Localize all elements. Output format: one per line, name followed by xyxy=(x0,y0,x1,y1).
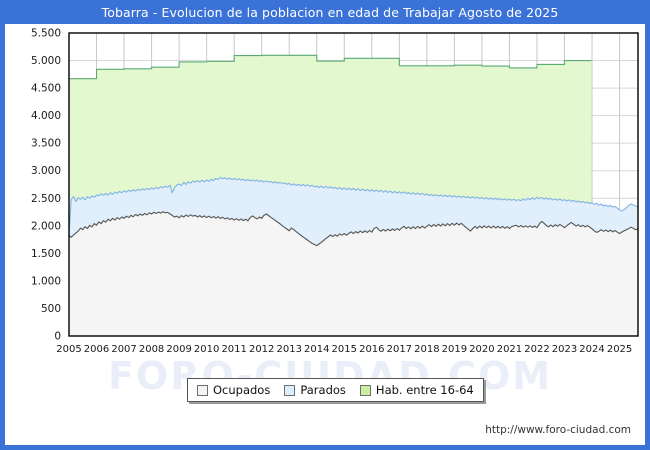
series-area-ocupados xyxy=(69,211,638,336)
y-axis-tick-label: 0 xyxy=(54,331,61,343)
x-axis-tick-label: 2005 xyxy=(56,344,81,355)
series-line-hab-entre-16-64 xyxy=(69,54,592,80)
x-axis-tick-label: 2020 xyxy=(469,344,494,355)
y-axis-tick-label: 1.000 xyxy=(31,275,61,287)
x-axis-tick-label: 2012 xyxy=(249,344,274,355)
x-axis-tick-label: 2021 xyxy=(497,344,522,355)
page-title: Tobarra - Evolucion de la poblacion en e… xyxy=(101,4,559,20)
x-axis-tick-label: 2007 xyxy=(111,344,136,355)
legend-label-habitantes: Hab. entre 16-64 xyxy=(375,383,474,397)
y-axis-tick-label: 5.500 xyxy=(31,28,61,40)
y-axis-tick-label: 2.500 xyxy=(31,193,61,205)
x-axis-tick-label: 2025 xyxy=(607,344,632,355)
series-line-parados xyxy=(68,176,639,235)
x-axis-tick-label: 2018 xyxy=(414,344,439,355)
x-axis-tick-label: 2015 xyxy=(332,344,357,355)
legend-swatch-ocupados xyxy=(197,384,208,396)
y-axis-tick-label: 2.000 xyxy=(31,220,61,232)
x-axis-tick-label: 2014 xyxy=(304,344,329,355)
x-axis-tick-label: 2016 xyxy=(359,344,384,355)
y-axis-tick-label: 3.500 xyxy=(31,138,61,150)
x-axis-tick-label: 2023 xyxy=(552,344,577,355)
x-axis-tick-label: 2008 xyxy=(139,344,164,355)
y-axis-tick-label: 1.500 xyxy=(31,248,61,260)
x-axis-tick-label: 2009 xyxy=(166,344,191,355)
source-url[interactable]: http://www.foro-ciudad.com xyxy=(485,424,631,436)
series-line-ocupados xyxy=(68,211,639,247)
x-axis-tick-label: 2017 xyxy=(387,344,412,355)
plot-frame xyxy=(68,32,639,337)
x-axis-tick-label: 2024 xyxy=(579,344,604,355)
legend-item-ocupados[interactable]: Ocupados xyxy=(197,383,270,397)
x-axis-tick-label: 2022 xyxy=(524,344,549,355)
y-axis-tick-label: 4.500 xyxy=(31,83,61,95)
chart-canvas-area: FORO-CIUDAD.COM 0 500 1.000 1.500 2.000 2.500… xyxy=(5,24,650,450)
legend-item-parados[interactable]: Parados xyxy=(284,383,346,397)
x-axis-tick-label: 2010 xyxy=(194,344,219,355)
y-axis-tick-label: 4.000 xyxy=(31,110,61,122)
y-axis-tick-label: 3.000 xyxy=(31,165,61,177)
x-axis-tick-label: 2011 xyxy=(221,344,246,355)
x-axis-tick-label: 2013 xyxy=(276,344,301,355)
legend-label-ocupados: Ocupados xyxy=(213,383,271,397)
x-axis-tick-label: 2006 xyxy=(84,344,109,355)
y-axis-tick-label: 500 xyxy=(41,303,61,315)
x-axis-tick-label: 2019 xyxy=(442,344,467,355)
legend-swatch-habitantes xyxy=(359,384,371,396)
chart-legend: Ocupados Parados Hab. entre 16-64 xyxy=(187,378,484,402)
y-axis-tick-label: 5.000 xyxy=(31,55,61,67)
legend-label-parados: Parados xyxy=(300,383,346,397)
window-title-bar: Tobarra - Evolucion de la poblacion en e… xyxy=(5,0,650,24)
legend-item-habitantes[interactable]: Hab. entre 16-64 xyxy=(359,383,474,397)
population-area-chart: 0 500 1.000 1.500 2.000 2.500 3.000 3.500 4.000 4… xyxy=(31,28,639,355)
legend-swatch-parados xyxy=(284,384,296,396)
